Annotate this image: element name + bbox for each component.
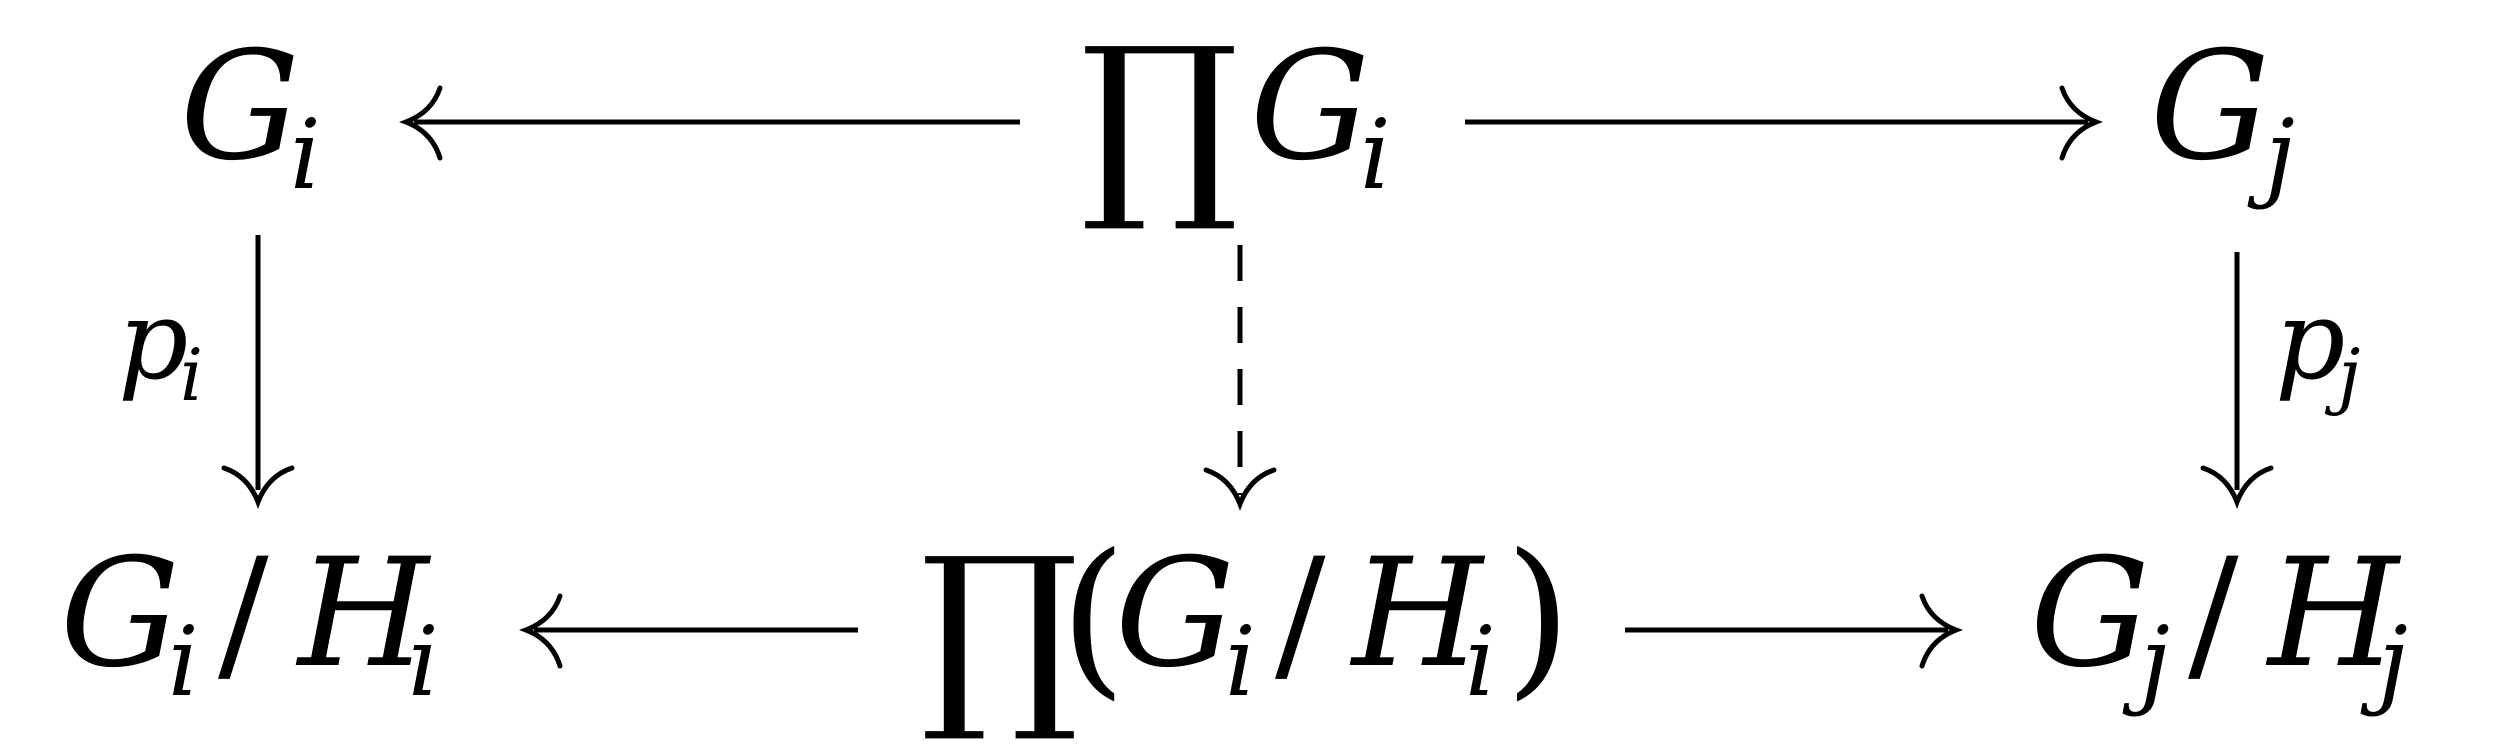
arrow-center-vertical-head <box>1203 467 1277 511</box>
label-left-vertical-sub: i <box>180 333 203 417</box>
label-left-vertical-base: p <box>118 276 188 404</box>
node-bottom-left-base2: H <box>295 527 432 701</box>
node-bottom-right-base2: H <box>2265 527 2402 701</box>
node-bottom-left-base1: G <box>60 527 180 701</box>
arrow-bottom-center-to-left-head <box>519 593 563 669</box>
node-bottom-right-base1: G <box>2030 527 2150 701</box>
label-right-vertical-base: p <box>2275 276 2345 404</box>
node-bottom-right-slash: / <box>2188 527 2239 701</box>
label-left-vertical: p i <box>118 276 203 417</box>
node-bottom-center-product: ∏ <box>920 515 1079 748</box>
node-bottom-center-close-paren: ) <box>1505 518 1571 716</box>
label-right-vertical: p j <box>2275 276 2360 417</box>
arrow-bottom-center-to-right-head <box>1919 593 1963 669</box>
node-bottom-left-slash: / <box>218 527 269 701</box>
node-bottom-left: G i / H i <box>60 527 439 718</box>
arrow-left-vertical-head <box>221 465 295 509</box>
node-top-left-sub: i <box>290 99 321 211</box>
node-top-right-base: G <box>2150 20 2270 194</box>
node-top-center: ∏ G i <box>1080 5 1391 238</box>
node-bottom-left-sub1: i <box>168 606 199 718</box>
arrow-top-center-to-left <box>399 85 1020 161</box>
node-bottom-center-slash: / <box>1275 527 1326 701</box>
arrow-right-vertical <box>2200 252 2274 509</box>
node-bottom-right: G j / H j <box>2030 527 2408 718</box>
node-bottom-center-sub1: i <box>1225 606 1256 718</box>
node-top-center-base: G <box>1250 20 1370 194</box>
node-bottom-center-sub2: i <box>1465 606 1496 718</box>
node-top-right: G j <box>2150 20 2295 211</box>
arrow-right-vertical-head <box>2200 465 2274 509</box>
arrow-top-center-to-right-head <box>2059 85 2103 161</box>
node-bottom-left-sub2: i <box>408 606 439 718</box>
node-top-left-base: G <box>180 20 300 194</box>
node-bottom-center-base1: G <box>1115 527 1235 701</box>
arrow-top-center-to-left-head <box>399 85 443 161</box>
node-top-left: G i <box>180 20 321 211</box>
arrow-center-vertical <box>1203 245 1277 511</box>
arrow-left-vertical <box>221 235 295 509</box>
node-bottom-center: ∏ ( G i / H i ) <box>920 515 1571 748</box>
node-bottom-center-base2: H <box>1349 527 1486 701</box>
node-top-center-product: ∏ <box>1080 5 1239 238</box>
node-top-center-sub: i <box>1360 99 1391 211</box>
arrow-bottom-center-to-left <box>519 593 858 669</box>
arrow-top-center-to-right <box>1465 85 2103 161</box>
arrow-bottom-center-to-right <box>1625 593 1963 669</box>
node-bottom-center-open-paren: ( <box>1060 518 1126 716</box>
